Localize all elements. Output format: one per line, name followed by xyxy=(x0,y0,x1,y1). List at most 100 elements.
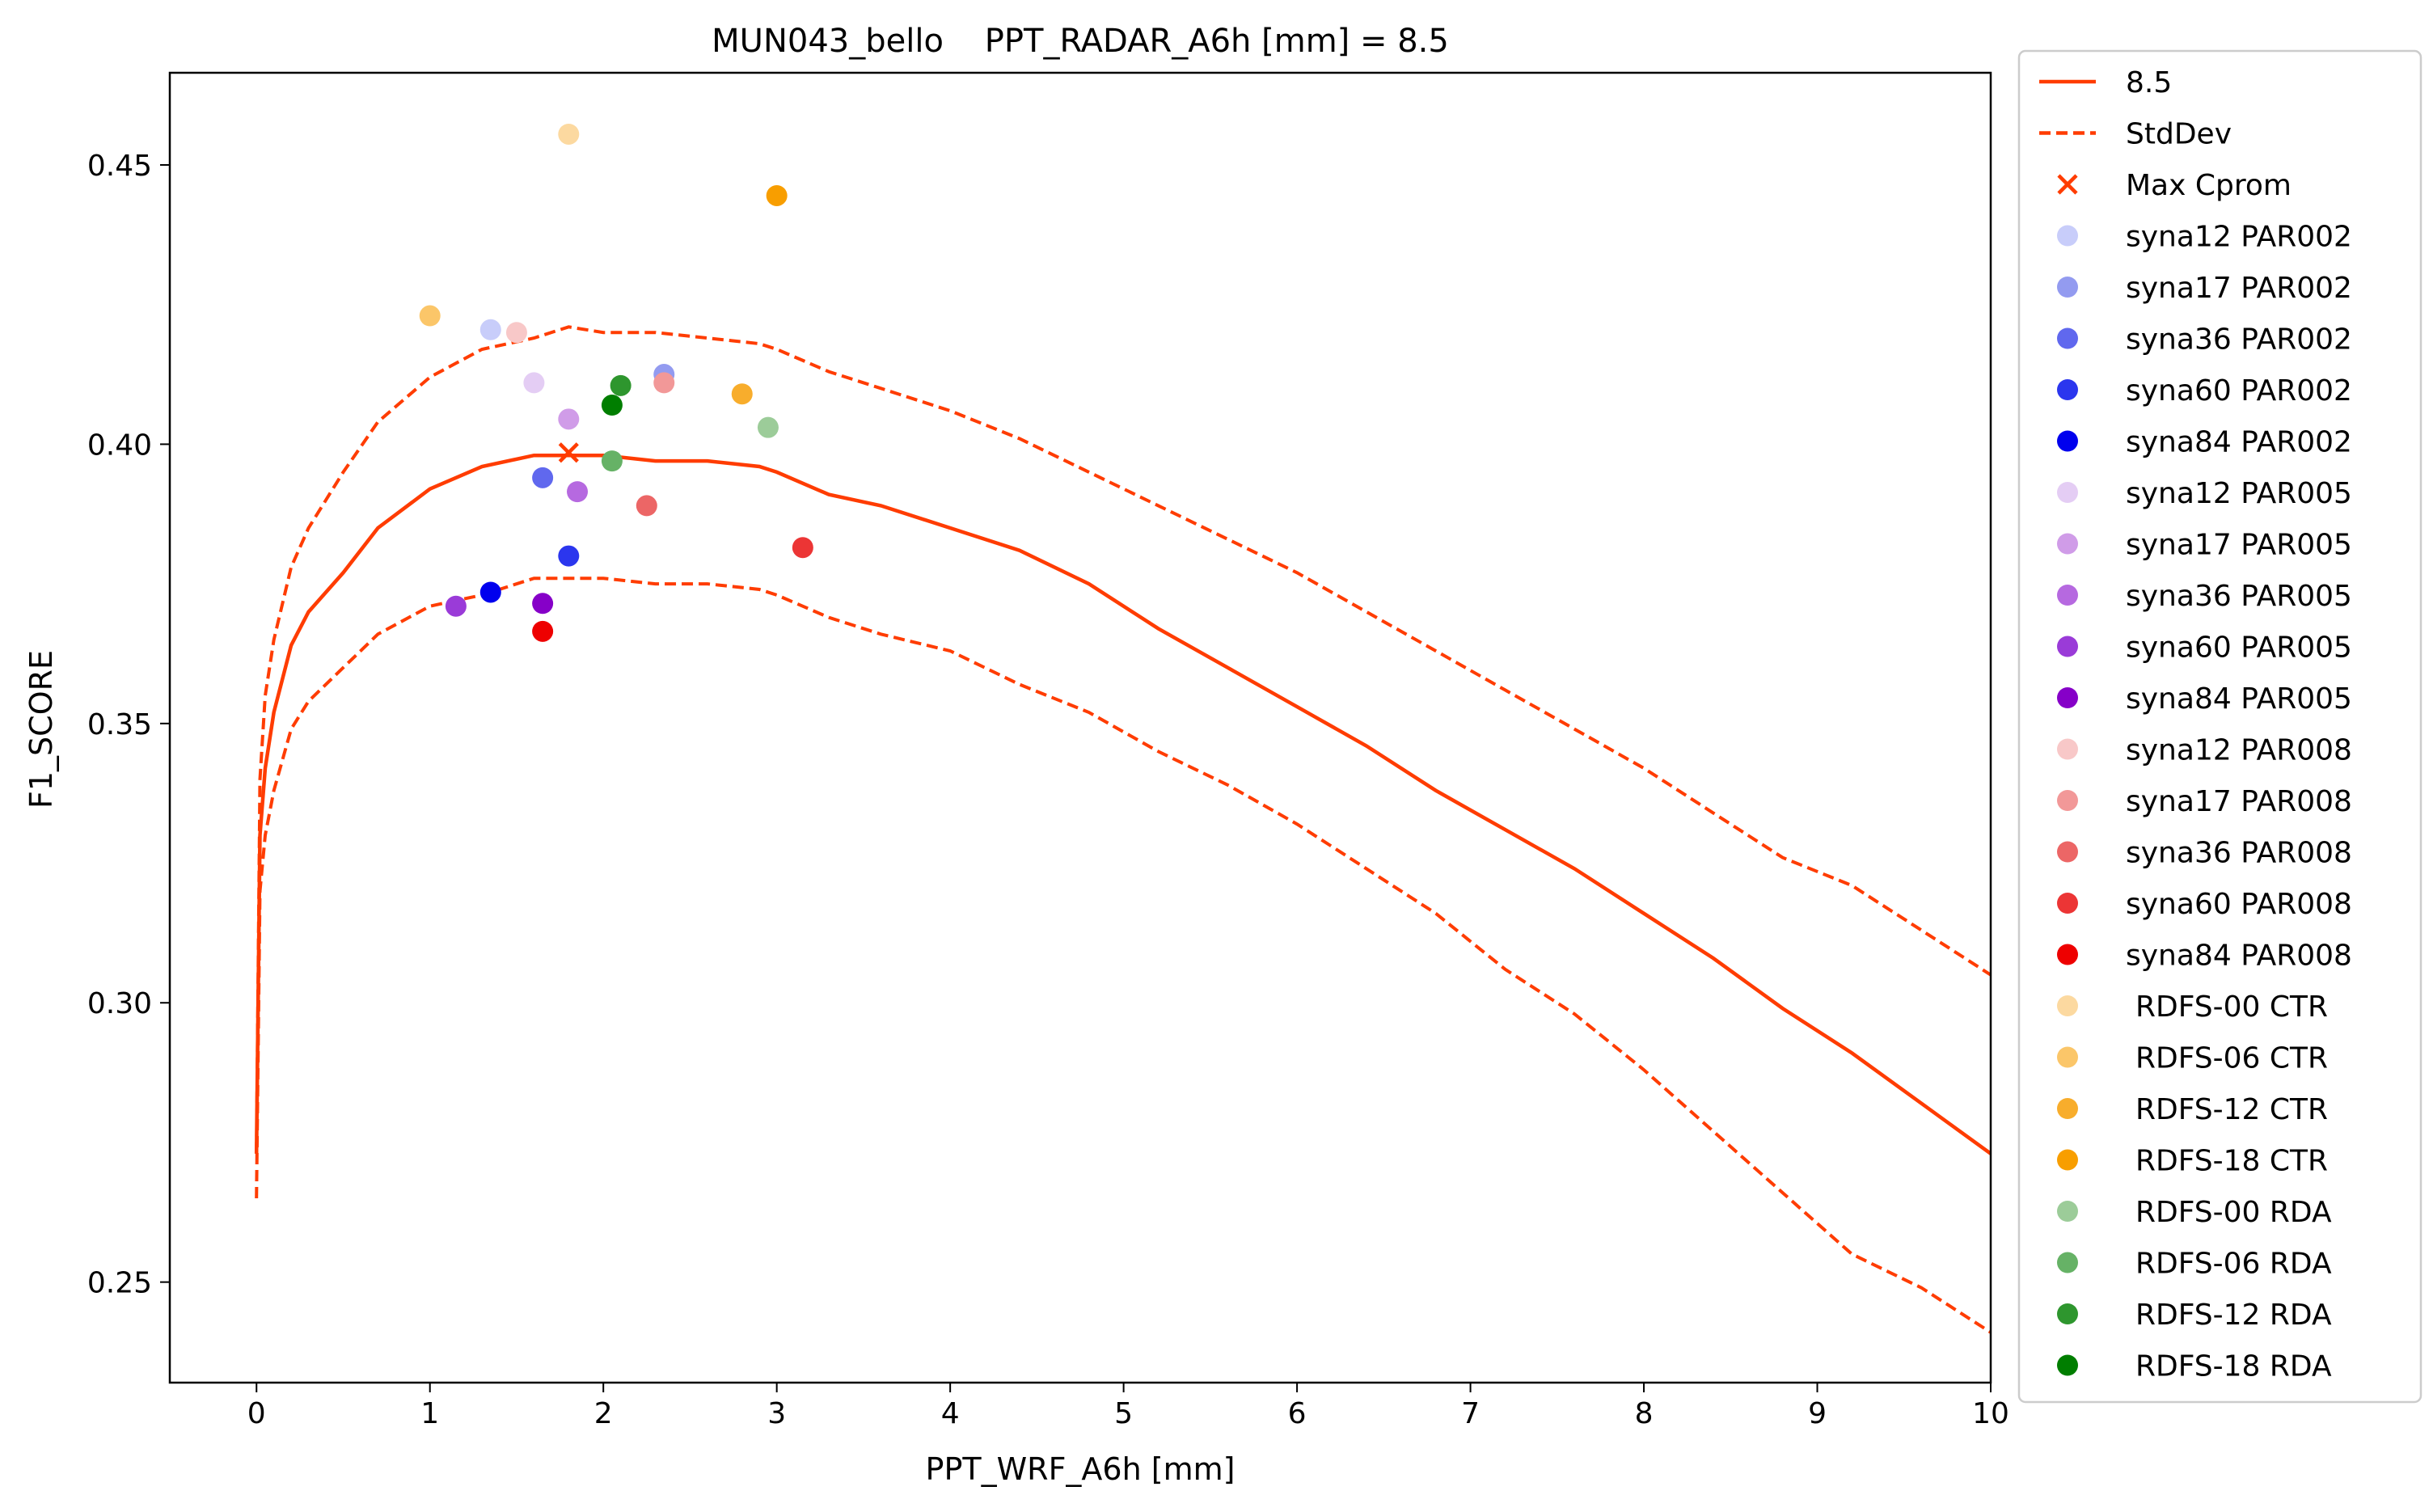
legend-frame xyxy=(2017,49,2422,1404)
legend-swatch-19 xyxy=(2057,1149,2078,1171)
legend-swatch-16 xyxy=(2057,995,2078,1016)
legend-swatch-1 xyxy=(2057,225,2078,247)
legend-label-18: RDFS-12 CTR xyxy=(2135,1093,2328,1126)
legend-swatch-12 xyxy=(2057,790,2078,811)
legend-label-21: RDFS-06 RDA xyxy=(2135,1248,2332,1281)
legend-swatch-11 xyxy=(2057,738,2078,760)
legend-label-5: syna84 PAR002 xyxy=(2126,426,2352,459)
legend-label-19: RDFS-18 CTR xyxy=(2135,1145,2328,1178)
legend-swatch-8 xyxy=(2057,585,2078,606)
scatter-point-14 xyxy=(792,537,813,559)
legend-label-3: syna36 PAR002 xyxy=(2126,323,2352,357)
plot-frame xyxy=(168,71,1992,1384)
y-tick-label: 0.35 xyxy=(87,708,152,741)
legend-swatch-20 xyxy=(2057,1201,2078,1222)
legend-label-11: syna12 PAR008 xyxy=(2126,734,2352,767)
legend-swatch-4 xyxy=(2057,379,2078,400)
legend-label-4: syna60 PAR002 xyxy=(2126,374,2352,408)
scatter-point-3 xyxy=(532,467,554,488)
legend-label-23: RDFS-18 RDA xyxy=(2135,1350,2332,1383)
legend-label-17: RDFS-06 CTR xyxy=(2135,1042,2328,1075)
legend-swatch-3 xyxy=(2057,327,2078,349)
legend-swatch-10 xyxy=(2057,687,2078,708)
x-tick-label: 7 xyxy=(1461,1397,1480,1430)
legend-swatch-21 xyxy=(2057,1252,2078,1273)
legend-swatch-22 xyxy=(2057,1303,2078,1324)
x-tick-label: 5 xyxy=(1114,1397,1133,1430)
scatter-point-8 xyxy=(567,481,589,503)
legend-swatch-9 xyxy=(2057,636,2078,657)
x-tick-label: 8 xyxy=(1635,1397,1654,1430)
scatter-point-9 xyxy=(445,595,467,617)
scatter-point-16 xyxy=(558,123,580,145)
scatter-point-12 xyxy=(653,372,675,394)
legend-label-16: RDFS-00 CTR xyxy=(2135,990,2328,1024)
scatter-point-19 xyxy=(766,184,788,206)
legend-swatch-15 xyxy=(2057,944,2078,965)
x-tick-label: 0 xyxy=(247,1397,266,1430)
axes: 0 1 2 3 4 5 6 7 8 9 10 0.25 0.30 0.35 0.40 0.45 xyxy=(87,71,2009,1430)
legend-label-15: syna84 PAR008 xyxy=(2126,940,2352,973)
scatter-point-13 xyxy=(636,495,657,517)
legend-swatch-6 xyxy=(2057,482,2078,503)
chart-title: MUN043_bello PPT_RADAR_A6h [mm] = 8.5 xyxy=(712,23,1449,60)
x-tick-label: 9 xyxy=(1808,1397,1827,1430)
stddev-lower-line xyxy=(255,577,1991,1334)
scatter-point-20 xyxy=(757,416,779,438)
x-tick-label: 1 xyxy=(420,1397,439,1430)
scatter-point-11 xyxy=(505,322,527,344)
scatter-point-1 xyxy=(479,319,501,340)
legend-label-2: syna17 PAR002 xyxy=(2126,272,2352,305)
scatter-point-23 xyxy=(601,395,623,416)
legend-label-22: RDFS-12 RDA xyxy=(2135,1299,2332,1332)
max-cprom-marker xyxy=(558,442,579,463)
legend-label-6: syna12 PAR005 xyxy=(2126,477,2352,510)
scatter-point-5 xyxy=(479,581,501,603)
mean-line xyxy=(254,453,1991,1155)
scatter-point-15 xyxy=(532,620,554,642)
plot-area xyxy=(254,123,1991,1334)
x-tick-label: 3 xyxy=(767,1397,786,1430)
scatter-point-4 xyxy=(558,545,580,567)
y-tick-label: 0.25 xyxy=(87,1267,152,1300)
scatter-point-10 xyxy=(532,593,554,615)
plot-inner xyxy=(254,123,1991,1334)
x-tick-label: 6 xyxy=(1288,1397,1307,1430)
x-tick-label: 4 xyxy=(941,1397,960,1430)
y-tick-label: 0.40 xyxy=(87,429,152,462)
legend-label-stddev: StdDev xyxy=(2126,118,2232,151)
legend-swatch-23 xyxy=(2057,1354,2078,1376)
scatter-point-18 xyxy=(731,383,753,405)
legend-swatch-17 xyxy=(2057,1046,2078,1068)
legend-label-13: syna36 PAR008 xyxy=(2126,837,2352,870)
x-axis-label: PPT_WRF_A6h [mm] xyxy=(926,1451,1236,1487)
stddev-upper-line xyxy=(255,325,1991,1154)
legend-swatch-max xyxy=(2057,174,2078,195)
scatter-point-6 xyxy=(523,372,545,394)
y-axis-label: F1_SCORE xyxy=(23,650,59,809)
legend-swatch-2 xyxy=(2057,277,2078,298)
legend-label-8: syna36 PAR005 xyxy=(2126,580,2352,613)
legend-swatch-18 xyxy=(2057,1098,2078,1119)
legend-label-mean: 8.5 xyxy=(2126,66,2172,99)
scatter-point-21 xyxy=(601,450,623,472)
legend-label-1: syna12 PAR002 xyxy=(2126,221,2352,254)
x-tick-label: 2 xyxy=(594,1397,613,1430)
legend-label-10: syna84 PAR005 xyxy=(2126,682,2352,716)
scatter-point-17 xyxy=(419,305,441,327)
legend-swatch-7 xyxy=(2057,533,2078,555)
legend-label-7: syna17 PAR005 xyxy=(2126,529,2352,562)
y-tick-label: 0.30 xyxy=(87,987,152,1020)
legend-label-14: syna60 PAR008 xyxy=(2126,888,2352,921)
x-tick-label: 10 xyxy=(1972,1397,2009,1430)
legend-label-9: syna60 PAR005 xyxy=(2126,631,2352,665)
y-tick-label: 0.45 xyxy=(87,150,152,183)
legend: 8.5 StdDev Max Cprom syna12 PAR002 syna17 PA… xyxy=(2017,49,2422,1404)
legend-label-max: Max Cprom xyxy=(2126,169,2291,202)
scatter-point-7 xyxy=(558,408,580,430)
legend-swatch-13 xyxy=(2057,841,2078,863)
legend-label-12: syna17 PAR008 xyxy=(2126,785,2352,818)
legend-swatch-14 xyxy=(2057,893,2078,914)
legend-label-20: RDFS-00 RDA xyxy=(2135,1196,2332,1229)
